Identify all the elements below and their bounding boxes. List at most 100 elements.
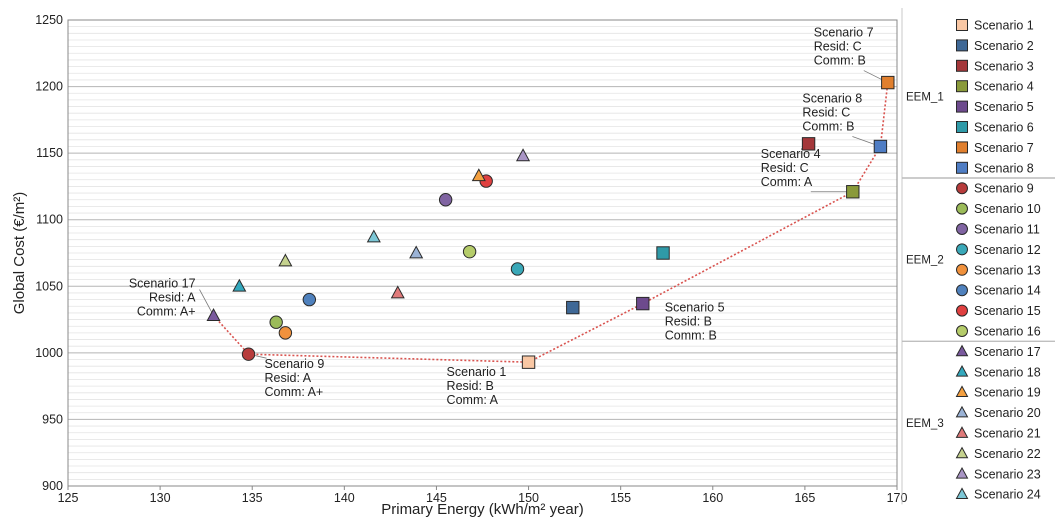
legend-marker	[955, 426, 969, 438]
annotation-label: Comm: A	[447, 393, 499, 407]
y-tick-label: 1100	[36, 213, 63, 227]
x-tick-label: 125	[58, 491, 79, 505]
data-point	[366, 229, 381, 243]
legend-label: Scenario 3	[974, 59, 1034, 73]
legend-marker	[956, 59, 968, 72]
y-tick-label: 950	[42, 412, 63, 426]
annotation-label: Scenario 5	[665, 301, 725, 315]
x-tick-label: 140	[334, 491, 355, 505]
legend-marker	[956, 161, 968, 174]
data-point	[438, 193, 453, 207]
legend-label: Scenario 18	[974, 365, 1041, 379]
legend-marker	[956, 325, 968, 337]
data-point	[656, 246, 670, 260]
annotation-leaders	[199, 70, 888, 359]
x-tick-label: 155	[610, 491, 631, 505]
legend-marker	[956, 39, 968, 52]
legend-label: Scenario 23	[974, 467, 1041, 481]
legend-marker	[956, 100, 968, 113]
y-tick-label: 1000	[35, 346, 63, 360]
data-point	[801, 137, 816, 151]
data-point	[278, 326, 293, 340]
x-tick-label: 150	[518, 491, 539, 505]
x-tick-label: 130	[150, 491, 171, 505]
legend-marker	[956, 80, 968, 93]
annotation-label: Comm: B	[814, 54, 866, 68]
legend-group-label: EEM_1	[906, 91, 944, 103]
annotation-label: Comm: A	[761, 175, 813, 189]
x-axis-label: Primary Energy (kWh/m² year)	[381, 501, 584, 518]
minor-gridlines	[68, 26, 897, 480]
data-point	[206, 308, 221, 321]
annotation-label: Resid: C	[814, 40, 862, 54]
y-tick-label: 1200	[35, 80, 63, 94]
legend-label: Scenario 4	[974, 80, 1034, 94]
annotation-label: Comm: B	[665, 329, 717, 343]
y-axis-ticks: 900 950 1000 1050 1100 1150 1200 1250	[35, 13, 63, 493]
legend-marker	[956, 141, 968, 154]
data-point	[471, 168, 486, 182]
annotation-label: Comm: B	[802, 119, 854, 133]
legend-marker	[955, 446, 969, 459]
x-tick-label: 135	[242, 491, 263, 505]
legend-marker	[956, 263, 968, 276]
annotation-label: Scenario 9	[265, 357, 325, 371]
x-tick-label: 170	[887, 491, 908, 505]
data-point	[515, 148, 531, 162]
legend-marker	[955, 344, 969, 357]
legend-marker	[956, 284, 968, 297]
legend-marker	[956, 121, 968, 133]
data-point	[232, 278, 247, 292]
legend-label: Scenario 13	[974, 263, 1041, 277]
plot-frame	[67, 19, 898, 487]
legend-label: Scenario 1	[974, 19, 1034, 33]
legend-marker	[956, 202, 968, 215]
y-tick-label: 1050	[35, 279, 63, 293]
annotation-label: Resid: A	[265, 371, 312, 385]
annotation-label: Scenario 7	[814, 26, 874, 40]
pareto-line	[212, 82, 889, 363]
legend-label: Scenario 9	[974, 182, 1034, 196]
annotation-label: Scenario 1	[447, 365, 507, 379]
y-tick-label: 1150	[36, 146, 63, 160]
legend-label: Scenario 2	[974, 39, 1034, 53]
legend-label: Scenario 8	[974, 161, 1034, 175]
legend-marker	[955, 364, 969, 377]
annotation-label: Scenario 8	[802, 91, 862, 105]
x-tick-label: 145	[426, 491, 447, 505]
legend-label: Scenario 14	[974, 284, 1041, 298]
legend-label: Scenario 21	[974, 427, 1041, 441]
annotation-label: Resid: C	[802, 105, 850, 119]
legend-group-label: EEM_3	[906, 418, 944, 430]
data-point	[846, 185, 860, 199]
data-point	[278, 253, 293, 267]
annotation-label: Scenario 17	[129, 277, 196, 291]
data-point	[881, 75, 895, 90]
legend-label: Scenario 20	[974, 406, 1041, 420]
legend-marker	[955, 385, 969, 398]
annotation-label: Comm: A+	[265, 385, 324, 399]
y-tick-label: 900	[42, 479, 63, 493]
legend-marker	[956, 223, 968, 235]
annotation-label: Resid: B	[665, 315, 712, 329]
legend-label: Scenario 11	[974, 223, 1040, 237]
legend-label: Scenario 22	[974, 447, 1041, 461]
legend: Scenario 1 Scenario 2 Scenario 3 Scenario 4…	[901, 8, 1055, 505]
legend-label: Scenario 7	[974, 141, 1034, 155]
annotation-label: Resid: B	[447, 379, 494, 393]
legend-marker	[956, 304, 968, 317]
annotation-label: Resid: C	[761, 161, 809, 175]
legend-marker	[956, 19, 968, 31]
data-point	[510, 262, 525, 276]
data-point	[636, 296, 650, 311]
annotation-label: Comm: A+	[137, 305, 196, 319]
data-point	[873, 139, 888, 154]
legend-label: Scenario 6	[974, 121, 1034, 135]
legend-marker	[955, 487, 969, 500]
annotation-label: Scenario 4	[761, 147, 821, 161]
annotation-leader	[199, 289, 214, 316]
x-tick-label: 160	[702, 491, 723, 505]
legend-group-label: EEM_2	[906, 255, 944, 267]
legend-marker	[956, 182, 968, 195]
